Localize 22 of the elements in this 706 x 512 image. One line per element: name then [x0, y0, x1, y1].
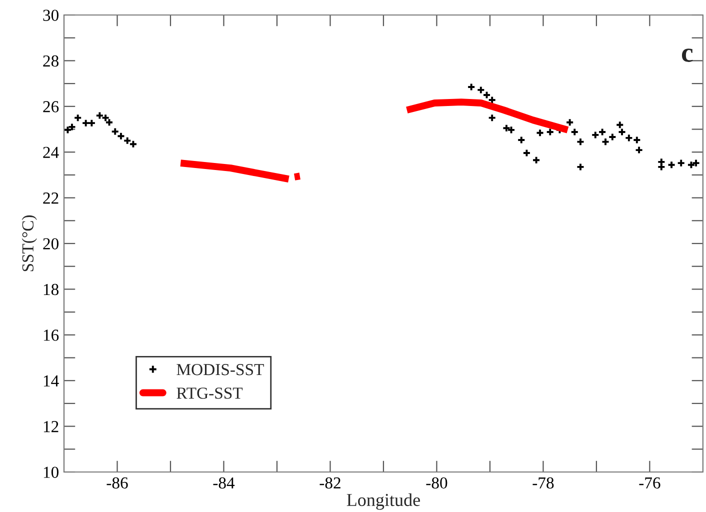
y-tick-label: 28: [43, 55, 59, 67]
legend-label: RTG-SST: [176, 388, 243, 399]
y-tick-label: 22: [43, 192, 58, 204]
annotation: c: [682, 48, 693, 62]
x-tick-label: -84: [213, 477, 235, 489]
x-axis-title: Longitude: [346, 493, 420, 510]
x-tick-label: -78: [532, 477, 554, 489]
y-tick-label: 24: [43, 146, 59, 158]
x-tick-label: -76: [639, 477, 660, 489]
y-tick-label: 14: [44, 375, 59, 386]
x-tick-label: -86: [106, 477, 128, 489]
y-tick-label: 18: [44, 284, 59, 296]
y-tick-label: 16: [44, 330, 59, 341]
y-axis-title: SST(°C): [22, 215, 37, 272]
x-tick-label: -80: [426, 477, 448, 489]
x-tick-label: -82: [320, 477, 340, 489]
y-tick-label: 12: [44, 421, 58, 432]
y-tick-label: 20: [43, 238, 59, 250]
y-tick-label: 26: [43, 101, 59, 112]
y-tick-label: 30: [43, 10, 59, 21]
legend-label: MODIS-SST: [176, 364, 264, 376]
y-tick-label: 10: [44, 466, 59, 478]
